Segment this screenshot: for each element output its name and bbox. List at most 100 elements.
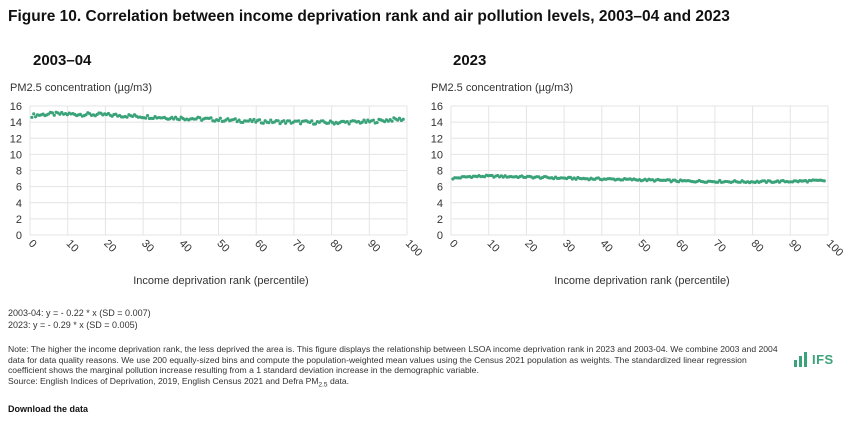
scatter-point	[313, 122, 318, 126]
y-tick-label: 16	[10, 101, 22, 113]
scatter-point	[310, 119, 314, 123]
scatter-point	[362, 118, 366, 122]
x-tick-label: 80	[748, 238, 765, 255]
source-subscript: 2.5	[318, 381, 328, 389]
x-tick-label: 90	[786, 238, 803, 255]
figure-note: Note: The higher the income deprivation …	[8, 344, 778, 391]
scatter-point	[252, 117, 256, 122]
scatter-point	[218, 116, 222, 120]
x-tick-label: 90	[365, 238, 382, 255]
y-tick-label: 10	[10, 149, 22, 161]
y-tick-label: 8	[437, 166, 443, 178]
x-tick-label: 30	[139, 238, 156, 255]
x-tick-label: 60	[252, 238, 269, 255]
y-tick-label: 14	[431, 117, 443, 129]
scatter-point	[269, 118, 273, 122]
y-tick-label: 12	[431, 133, 443, 145]
x-tick-label: 80	[327, 238, 344, 255]
figure-title: Figure 10. Correlation between income de…	[8, 8, 730, 25]
x-tick-label: 40	[177, 238, 194, 255]
scatter-point	[145, 113, 150, 118]
scatter-point	[282, 119, 286, 123]
scatter-point	[326, 121, 331, 125]
logo-bar-icon	[794, 360, 797, 367]
x-tick-label: 100	[824, 238, 845, 259]
x-tick-label: 70	[290, 238, 307, 255]
scatter-point	[52, 113, 56, 117]
scatter-point	[371, 118, 375, 122]
scatter-point	[284, 121, 288, 125]
scatter-point	[297, 119, 301, 123]
x-tick-label: 20	[101, 238, 118, 255]
x-tick-label: 20	[522, 238, 539, 255]
scatter-point	[226, 117, 230, 121]
scatter-point	[364, 120, 368, 124]
scatter-point	[287, 119, 292, 123]
y-tick-label: 6	[16, 182, 22, 194]
source-suffix: data.	[327, 375, 350, 386]
scatter-point	[267, 121, 271, 125]
x-tick-label: 70	[711, 238, 728, 255]
scatter-point	[30, 115, 34, 119]
x-tick-label: 0	[447, 238, 460, 251]
x-tick-label: 100	[403, 238, 424, 259]
panel-title-2023: 2023	[453, 52, 487, 69]
y-axis-label-2023: PM2.5 concentration (µg/m3)	[431, 82, 574, 94]
scatter-point	[360, 120, 364, 124]
scatter-point	[50, 111, 55, 115]
scatter-point	[298, 122, 303, 126]
scatter-point	[390, 119, 394, 123]
x-tick-label: 10	[64, 238, 81, 255]
scatter-point	[276, 119, 280, 123]
y-tick-label: 4	[16, 198, 22, 210]
scatter-point	[345, 119, 349, 124]
note-text: Note: The higher the income deprivation …	[8, 344, 778, 376]
scatter-point	[237, 118, 241, 122]
x-tick-label: 50	[635, 238, 652, 255]
y-tick-label: 4	[437, 198, 443, 210]
scatter-point	[216, 118, 221, 123]
x-tick-label: 60	[673, 238, 690, 255]
scatter-point	[144, 116, 148, 120]
download-data-link[interactable]: Download the data	[8, 404, 89, 414]
panel-title-2003: 2003–04	[33, 52, 92, 69]
equation-2023: 2023: y = - 0.29 * x (SD = 0.005)	[8, 320, 138, 330]
scatter-point	[32, 112, 36, 116]
scatter-point	[347, 122, 351, 126]
scatter-point	[250, 119, 254, 124]
y-tick-label: 0	[437, 230, 443, 242]
x-tick-label: 10	[485, 238, 502, 255]
x-tick-label: 0	[26, 238, 39, 251]
y-tick-label: 2	[16, 214, 22, 226]
y-tick-label: 8	[16, 166, 22, 178]
x-axis-label-2023: Income deprivation rank (percentile)	[554, 275, 730, 287]
equation-2003: 2003-04: y = - 0.22 * x (SD = 0.007)	[8, 308, 151, 318]
scatter-point	[401, 117, 405, 121]
scatter-point	[261, 121, 265, 125]
x-axis-label-2003: Income deprivation rank (percentile)	[133, 275, 309, 287]
scatter-point	[198, 116, 202, 120]
ifs-logo: IFS	[794, 352, 834, 367]
scatter-point	[257, 118, 262, 122]
x-tick-label: 50	[214, 238, 231, 255]
y-tick-label: 16	[431, 101, 443, 113]
scatter-point	[233, 117, 237, 121]
x-tick-label: 30	[560, 238, 577, 255]
scatter-point	[375, 120, 379, 125]
scatter-point	[84, 113, 88, 117]
y-tick-label: 10	[431, 149, 443, 161]
x-tick-label: 40	[598, 238, 615, 255]
logo-bar-icon	[799, 356, 802, 367]
y-tick-label: 14	[10, 117, 22, 129]
logo-text: IFS	[812, 352, 834, 367]
scatter-point	[125, 115, 129, 119]
scatter-point	[397, 116, 402, 120]
logo-bar-icon	[804, 352, 807, 367]
y-tick-label: 2	[437, 214, 443, 226]
y-tick-label: 0	[16, 230, 22, 242]
y-axis-label-2003: PM2.5 concentration (µg/m3)	[10, 82, 153, 94]
y-tick-label: 12	[10, 133, 22, 145]
scatter-point	[822, 179, 826, 183]
scatter-point	[177, 118, 181, 122]
